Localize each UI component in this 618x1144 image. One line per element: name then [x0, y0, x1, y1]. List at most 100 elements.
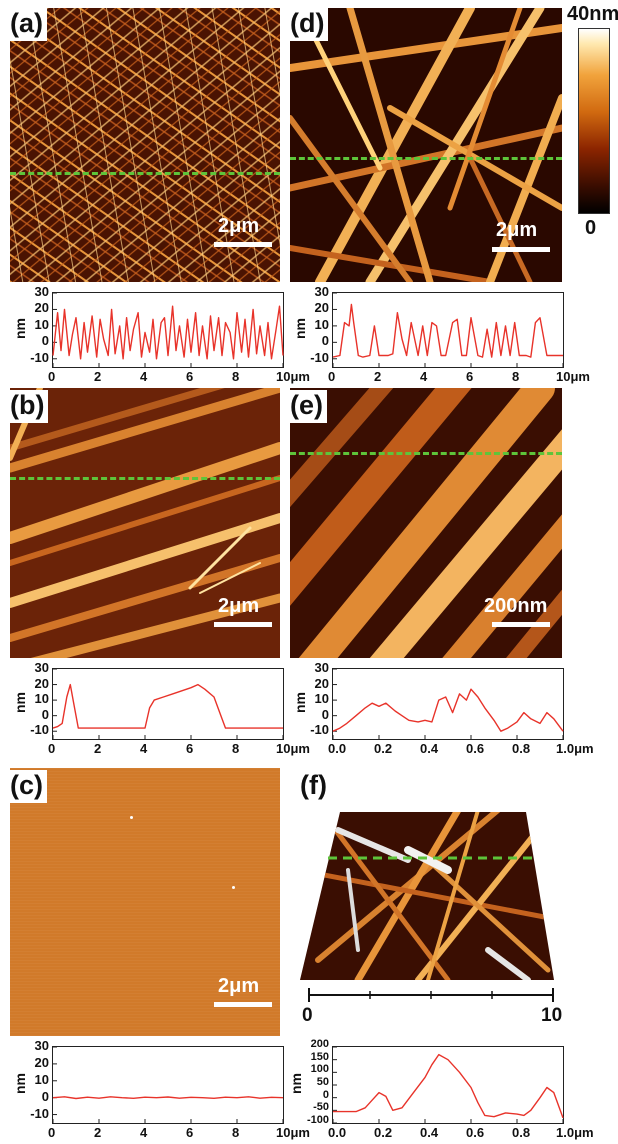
x-tick-label: 0: [328, 369, 336, 384]
profile-svg-d: [332, 292, 564, 367]
x-tick-label: 4: [140, 741, 148, 756]
x-tick-label: 10μm: [556, 369, 590, 384]
afm-image-c: [10, 768, 280, 1036]
y-tick-label: 20: [314, 300, 329, 316]
afm-image-a: [10, 8, 280, 282]
x-tick-label: 1.0μm: [556, 741, 594, 756]
x-tick-label: 10μm: [276, 1125, 310, 1140]
y-tick-label: 30: [314, 284, 329, 299]
scalebar-label-b: 2μm: [218, 595, 260, 617]
x-tick-label: 2: [94, 369, 102, 384]
profile-plot-b: [52, 668, 284, 740]
y-tick-label: 10: [34, 1071, 49, 1087]
afm-3d-image-f: [300, 812, 554, 980]
profile-svg-a: [52, 292, 284, 367]
x-tick-label: 4: [420, 369, 428, 384]
profile-guide-line-a: [10, 172, 280, 175]
x-tick-label: 0.2: [374, 741, 393, 756]
profile-svg-f: [332, 1046, 564, 1124]
y-tick-label: 30: [34, 660, 49, 675]
y-axis-label: nm: [12, 692, 28, 713]
fiber-closeup-e: [290, 388, 562, 658]
x-tick-label: 0.4: [420, 741, 439, 756]
x-tick-label: 0: [48, 1125, 56, 1140]
y-tick-label: 50: [316, 1076, 329, 1088]
afm-image-e: [290, 388, 562, 658]
y-tick-label: 20: [34, 1054, 49, 1070]
scalebar-b: [214, 622, 272, 627]
y-tick-label: -10: [310, 349, 329, 365]
y-tick-label: -10: [30, 349, 49, 365]
profile-plot-d: [332, 292, 564, 368]
y-axis-label: nm: [12, 318, 28, 339]
y-tick-label: 0: [322, 1088, 329, 1101]
fiber-bundles-b: [10, 388, 280, 658]
y-tick-label: 0: [41, 333, 49, 349]
fiber-network-a: [10, 8, 280, 282]
y-axis-label: nm: [288, 1073, 304, 1094]
profile-guide-line-e: [290, 452, 562, 455]
y-tick-label: 0: [321, 333, 329, 349]
x-tick-label: 2: [94, 1125, 102, 1140]
y-tick-label: 20: [34, 300, 49, 316]
y-tick-label: -10: [310, 722, 329, 738]
scalebar-label-c: 2μm: [218, 975, 260, 997]
x-tick-label: 4: [140, 369, 148, 384]
y-tick-label: 30: [34, 1038, 49, 1053]
profile-line-a: [52, 305, 284, 360]
scalebar-label-a: 2μm: [218, 215, 260, 237]
scale-axis-f: [308, 988, 554, 1002]
scalebar-label-e: 200nm: [484, 595, 548, 617]
x-tick-label: 8: [512, 369, 520, 384]
profile-guide-line-b: [10, 477, 280, 480]
x-tick-label: 2: [94, 741, 102, 756]
profile-line-f: [333, 1053, 564, 1119]
profile-guide-line-d: [290, 157, 562, 160]
colorbar-min-label: 0: [585, 217, 597, 239]
y-tick-label: 10: [314, 691, 329, 707]
y-tick-label: 0: [321, 706, 329, 722]
x-tick-label: 0.0: [328, 1125, 347, 1140]
panel-label-c: (c): [8, 770, 47, 803]
y-tick-label: -10: [30, 722, 49, 738]
x-tick-label: 0: [48, 741, 56, 756]
flat-texture-c: [10, 768, 280, 1036]
x-tick-label: 10μm: [276, 369, 310, 384]
x-tick-label: 0.8: [512, 1125, 531, 1140]
y-tick-label: 30: [314, 660, 329, 675]
panel-label-a: (a): [8, 8, 47, 41]
profile-plot-e: [332, 668, 564, 740]
scalebar-a: [214, 242, 272, 247]
y-tick-label: -10: [30, 1105, 49, 1121]
y-tick-label: 20: [34, 675, 49, 691]
x-tick-label: 0: [48, 369, 56, 384]
panel-label-f: (f): [300, 770, 327, 800]
afm-image-b: [10, 388, 280, 658]
x-tick-label: 0.2: [374, 1125, 393, 1140]
scalebar-c: [214, 1002, 272, 1007]
x-tick-label: 6: [186, 741, 194, 756]
y-tick-label: 100: [310, 1063, 329, 1076]
x-tick-label: 8: [232, 741, 240, 756]
y-tick-label: -100: [306, 1114, 329, 1126]
y-tick-label: 10: [34, 691, 49, 707]
y-tick-label: 20: [314, 675, 329, 691]
x-tick-label: 8: [232, 1125, 240, 1140]
x-tick-label: 6: [186, 1125, 194, 1140]
profile-svg-e: [332, 668, 564, 739]
y-tick-label: 150: [310, 1050, 329, 1063]
profile-svg-c: [52, 1046, 284, 1123]
profile-line-b: [52, 683, 283, 729]
x-tick-label: 2: [374, 369, 382, 384]
y-tick-label: -50: [313, 1101, 329, 1114]
profile-plot-a: [52, 292, 284, 368]
profile-line-d: [332, 303, 563, 358]
particle-dot: [232, 886, 235, 889]
x-tick-label: 0.4: [420, 1125, 439, 1140]
height-colorbar: [578, 28, 610, 214]
x-tick-label: 4: [140, 1125, 148, 1140]
x-tick-label: 0.8: [512, 741, 531, 756]
x-tick-label: 10μm: [276, 741, 310, 756]
x-tick-label: 0.6: [466, 1125, 485, 1140]
x-tick-label: 6: [466, 369, 474, 384]
